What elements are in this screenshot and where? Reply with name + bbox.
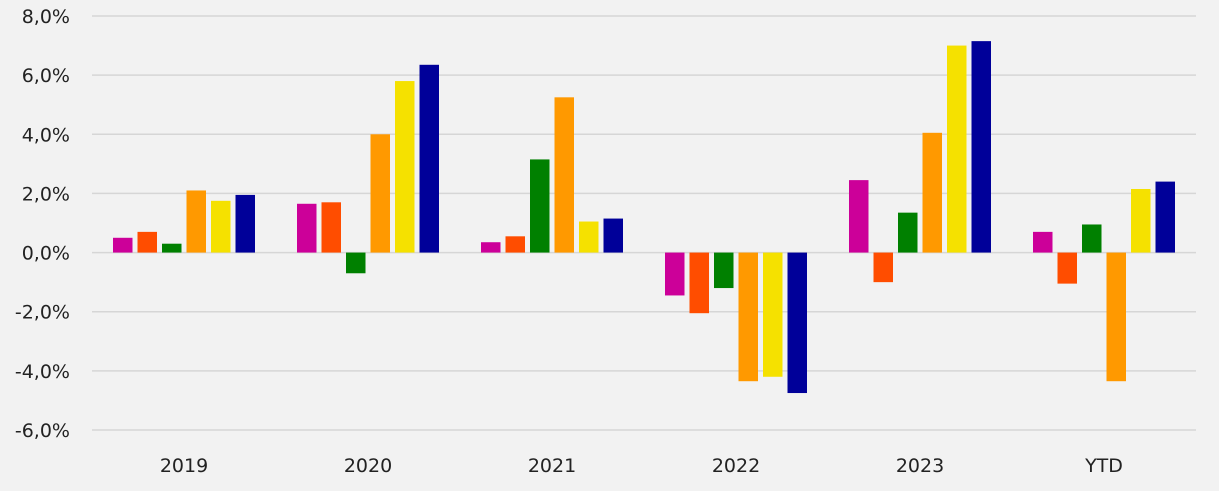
bar-ytd-series-5 xyxy=(1131,188,1151,253)
bar-2023-series-1 xyxy=(849,180,869,253)
x-category-label: 2022 xyxy=(712,455,760,477)
bar-ytd-series-6 xyxy=(1155,181,1175,253)
bar-2022-series-2 xyxy=(689,252,709,314)
grid-lines xyxy=(92,15,1196,431)
bar-2023-series-3 xyxy=(898,212,918,253)
bar-2021-series-1 xyxy=(481,242,501,253)
bar-2023-series-4 xyxy=(922,132,942,253)
y-tick-label: 2,0% xyxy=(22,183,70,205)
y-tick-label: 8,0% xyxy=(22,6,70,28)
y-axis-tick-labels: 8,0% 6,0% 4,0% 2,0% 0,0% -2,0% -4,0% -6,0% xyxy=(15,6,70,442)
bar-2020-series-1 xyxy=(297,203,317,253)
y-tick-label: -4,0% xyxy=(15,361,70,383)
bar-2019-series-3 xyxy=(162,243,182,253)
bar-2023-series-2 xyxy=(873,252,893,283)
bar-2021-series-3 xyxy=(530,159,550,253)
x-axis-category-labels: 2019 2020 2021 2022 2023 YTD xyxy=(160,455,1123,477)
bar-ytd-series-2 xyxy=(1057,252,1077,284)
bar-2023-series-5 xyxy=(947,45,967,253)
bar-2022-series-5 xyxy=(763,252,783,377)
bar-2022-series-4 xyxy=(738,252,758,382)
bar-2023-series-6 xyxy=(971,41,991,253)
bar-2021-series-5 xyxy=(579,221,599,253)
bar-2020-series-5 xyxy=(395,81,415,253)
bar-2019-series-1 xyxy=(113,237,133,253)
bar-2022-series-1 xyxy=(665,252,685,296)
x-category-label: 2023 xyxy=(896,455,944,477)
y-tick-label: 6,0% xyxy=(22,65,70,87)
bar-2021-series-2 xyxy=(505,236,525,253)
bar-2020-series-6 xyxy=(419,64,439,253)
x-category-label: 2019 xyxy=(160,455,208,477)
bar-2022-series-3 xyxy=(714,252,734,289)
bar-ytd-series-3 xyxy=(1082,224,1102,253)
bar-ytd-series-1 xyxy=(1033,231,1053,253)
bar-2020-series-4 xyxy=(370,134,390,253)
bar-2020-series-3 xyxy=(346,252,366,274)
bar-2019-series-5 xyxy=(211,200,231,253)
y-tick-label: 4,0% xyxy=(22,124,70,146)
bar-2019-series-2 xyxy=(137,231,157,253)
y-tick-label: -6,0% xyxy=(15,420,70,442)
bar-2022-series-6 xyxy=(787,252,807,394)
bar-2021-series-6 xyxy=(603,218,623,253)
bar-2021-series-4 xyxy=(554,97,574,253)
x-category-label: 2021 xyxy=(528,455,576,477)
y-tick-label: 0,0% xyxy=(22,243,70,265)
bar-ytd-series-4 xyxy=(1106,252,1126,382)
bar-2020-series-2 xyxy=(321,202,341,253)
bar-2019-series-4 xyxy=(186,190,206,253)
bars xyxy=(113,41,1175,394)
x-category-label: 2020 xyxy=(344,455,392,477)
bar-2019-series-6 xyxy=(235,194,255,253)
x-category-label: YTD xyxy=(1084,455,1123,477)
y-tick-label: -2,0% xyxy=(15,302,70,324)
